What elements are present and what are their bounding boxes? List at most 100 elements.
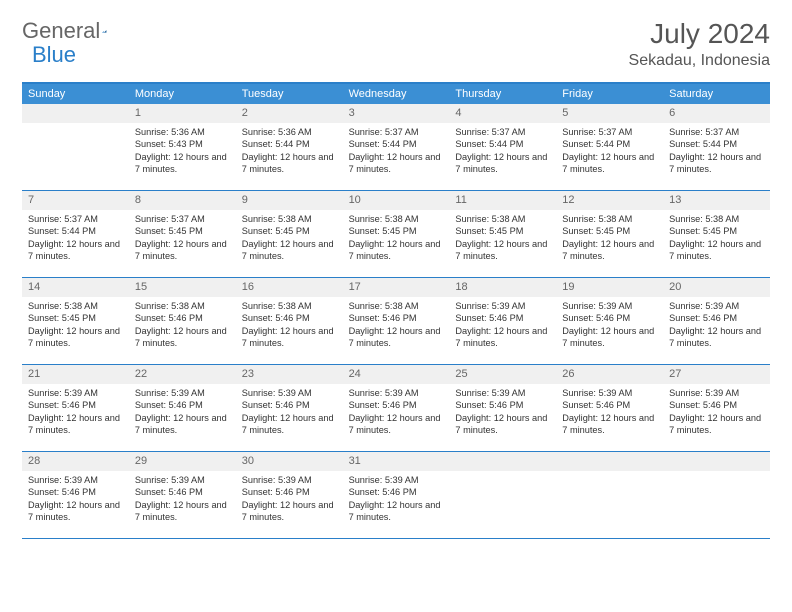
- sunset-text: Sunset: 5:46 PM: [455, 399, 550, 411]
- day-body: [449, 471, 556, 531]
- logo-text-blue-wrap: Blue: [32, 42, 76, 68]
- sunrise-text: Sunrise: 5:38 AM: [669, 213, 764, 225]
- daylight-text: Daylight: 12 hours and 7 minutes.: [669, 412, 764, 437]
- daylight-text: Daylight: 12 hours and 7 minutes.: [349, 499, 444, 524]
- daylight-text: Daylight: 12 hours and 7 minutes.: [562, 151, 657, 176]
- day-body: Sunrise: 5:39 AMSunset: 5:46 PMDaylight:…: [129, 471, 236, 528]
- daylight-text: Daylight: 12 hours and 7 minutes.: [455, 151, 550, 176]
- sunrise-text: Sunrise: 5:39 AM: [455, 387, 550, 399]
- day-body: Sunrise: 5:39 AMSunset: 5:46 PMDaylight:…: [556, 297, 663, 354]
- day-number: 28: [22, 452, 129, 471]
- day-cell: 13Sunrise: 5:38 AMSunset: 5:45 PMDayligh…: [663, 191, 770, 277]
- day-body: Sunrise: 5:38 AMSunset: 5:46 PMDaylight:…: [236, 297, 343, 354]
- weekday-label: Sunday: [22, 84, 129, 104]
- day-number: 30: [236, 452, 343, 471]
- sunrise-text: Sunrise: 5:39 AM: [135, 474, 230, 486]
- day-number: 1: [129, 104, 236, 123]
- daylight-text: Daylight: 12 hours and 7 minutes.: [562, 412, 657, 437]
- sunset-text: Sunset: 5:46 PM: [242, 486, 337, 498]
- day-body: Sunrise: 5:37 AMSunset: 5:44 PMDaylight:…: [556, 123, 663, 180]
- day-body: Sunrise: 5:39 AMSunset: 5:46 PMDaylight:…: [236, 384, 343, 441]
- week-row: 7Sunrise: 5:37 AMSunset: 5:44 PMDaylight…: [22, 191, 770, 278]
- daylight-text: Daylight: 12 hours and 7 minutes.: [562, 325, 657, 350]
- sunrise-text: Sunrise: 5:37 AM: [135, 213, 230, 225]
- day-cell: 4Sunrise: 5:37 AMSunset: 5:44 PMDaylight…: [449, 104, 556, 190]
- day-number: 24: [343, 365, 450, 384]
- weekday-label: Tuesday: [236, 84, 343, 104]
- daylight-text: Daylight: 12 hours and 7 minutes.: [669, 151, 764, 176]
- location: Sekadau, Indonesia: [629, 52, 770, 70]
- day-body: Sunrise: 5:39 AMSunset: 5:46 PMDaylight:…: [129, 384, 236, 441]
- sunset-text: Sunset: 5:44 PM: [562, 138, 657, 150]
- daylight-text: Daylight: 12 hours and 7 minutes.: [455, 238, 550, 263]
- sunrise-text: Sunrise: 5:38 AM: [242, 300, 337, 312]
- day-number: 29: [129, 452, 236, 471]
- sunset-text: Sunset: 5:46 PM: [135, 312, 230, 324]
- day-cell: 18Sunrise: 5:39 AMSunset: 5:46 PMDayligh…: [449, 278, 556, 364]
- sunrise-text: Sunrise: 5:38 AM: [349, 213, 444, 225]
- sunset-text: Sunset: 5:44 PM: [349, 138, 444, 150]
- sunset-text: Sunset: 5:45 PM: [28, 312, 123, 324]
- daylight-text: Daylight: 12 hours and 7 minutes.: [349, 151, 444, 176]
- sunset-text: Sunset: 5:46 PM: [135, 399, 230, 411]
- sunrise-text: Sunrise: 5:38 AM: [135, 300, 230, 312]
- day-cell: 28Sunrise: 5:39 AMSunset: 5:46 PMDayligh…: [22, 452, 129, 538]
- day-cell: 5Sunrise: 5:37 AMSunset: 5:44 PMDaylight…: [556, 104, 663, 190]
- daylight-text: Daylight: 12 hours and 7 minutes.: [28, 499, 123, 524]
- header: General July 2024 Sekadau, Indonesia: [22, 18, 770, 70]
- daylight-text: Daylight: 12 hours and 7 minutes.: [242, 151, 337, 176]
- daylight-text: Daylight: 12 hours and 7 minutes.: [349, 238, 444, 263]
- day-cell: 1Sunrise: 5:36 AMSunset: 5:43 PMDaylight…: [129, 104, 236, 190]
- sunrise-text: Sunrise: 5:39 AM: [562, 300, 657, 312]
- day-number: 25: [449, 365, 556, 384]
- daylight-text: Daylight: 12 hours and 7 minutes.: [669, 238, 764, 263]
- sunrise-text: Sunrise: 5:39 AM: [669, 387, 764, 399]
- day-number: 15: [129, 278, 236, 297]
- day-number: 18: [449, 278, 556, 297]
- sunrise-text: Sunrise: 5:39 AM: [242, 474, 337, 486]
- day-cell: 29Sunrise: 5:39 AMSunset: 5:46 PMDayligh…: [129, 452, 236, 538]
- day-number: 7: [22, 191, 129, 210]
- daylight-text: Daylight: 12 hours and 7 minutes.: [135, 325, 230, 350]
- sunset-text: Sunset: 5:46 PM: [242, 312, 337, 324]
- sunrise-text: Sunrise: 5:39 AM: [242, 387, 337, 399]
- day-cell: 16Sunrise: 5:38 AMSunset: 5:46 PMDayligh…: [236, 278, 343, 364]
- logo-text-blue: Blue: [32, 42, 76, 67]
- day-body: [663, 471, 770, 531]
- day-number: [663, 452, 770, 471]
- daylight-text: Daylight: 12 hours and 7 minutes.: [28, 238, 123, 263]
- day-cell: 6Sunrise: 5:37 AMSunset: 5:44 PMDaylight…: [663, 104, 770, 190]
- sunrise-text: Sunrise: 5:37 AM: [349, 126, 444, 138]
- sunset-text: Sunset: 5:46 PM: [669, 312, 764, 324]
- day-number: 16: [236, 278, 343, 297]
- logo-icon: [102, 22, 106, 40]
- daylight-text: Daylight: 12 hours and 7 minutes.: [135, 412, 230, 437]
- sunset-text: Sunset: 5:46 PM: [242, 399, 337, 411]
- sunset-text: Sunset: 5:46 PM: [669, 399, 764, 411]
- day-body: Sunrise: 5:38 AMSunset: 5:46 PMDaylight:…: [343, 297, 450, 354]
- sunset-text: Sunset: 5:46 PM: [349, 312, 444, 324]
- day-cell: 23Sunrise: 5:39 AMSunset: 5:46 PMDayligh…: [236, 365, 343, 451]
- day-body: Sunrise: 5:39 AMSunset: 5:46 PMDaylight:…: [22, 384, 129, 441]
- day-number: [449, 452, 556, 471]
- daylight-text: Daylight: 12 hours and 7 minutes.: [455, 325, 550, 350]
- day-cell: 7Sunrise: 5:37 AMSunset: 5:44 PMDaylight…: [22, 191, 129, 277]
- sunset-text: Sunset: 5:44 PM: [455, 138, 550, 150]
- day-number: 12: [556, 191, 663, 210]
- day-body: Sunrise: 5:38 AMSunset: 5:45 PMDaylight:…: [449, 210, 556, 267]
- weekday-label: Saturday: [663, 84, 770, 104]
- sunset-text: Sunset: 5:45 PM: [455, 225, 550, 237]
- daylight-text: Daylight: 12 hours and 7 minutes.: [349, 412, 444, 437]
- day-number: 2: [236, 104, 343, 123]
- daylight-text: Daylight: 12 hours and 7 minutes.: [669, 325, 764, 350]
- day-cell: [449, 452, 556, 538]
- sunrise-text: Sunrise: 5:39 AM: [28, 387, 123, 399]
- day-number: [22, 104, 129, 123]
- daylight-text: Daylight: 12 hours and 7 minutes.: [242, 412, 337, 437]
- day-cell: 21Sunrise: 5:39 AMSunset: 5:46 PMDayligh…: [22, 365, 129, 451]
- day-body: Sunrise: 5:38 AMSunset: 5:45 PMDaylight:…: [22, 297, 129, 354]
- week-row: 14Sunrise: 5:38 AMSunset: 5:45 PMDayligh…: [22, 278, 770, 365]
- sunset-text: Sunset: 5:46 PM: [562, 312, 657, 324]
- day-number: 27: [663, 365, 770, 384]
- day-number: 14: [22, 278, 129, 297]
